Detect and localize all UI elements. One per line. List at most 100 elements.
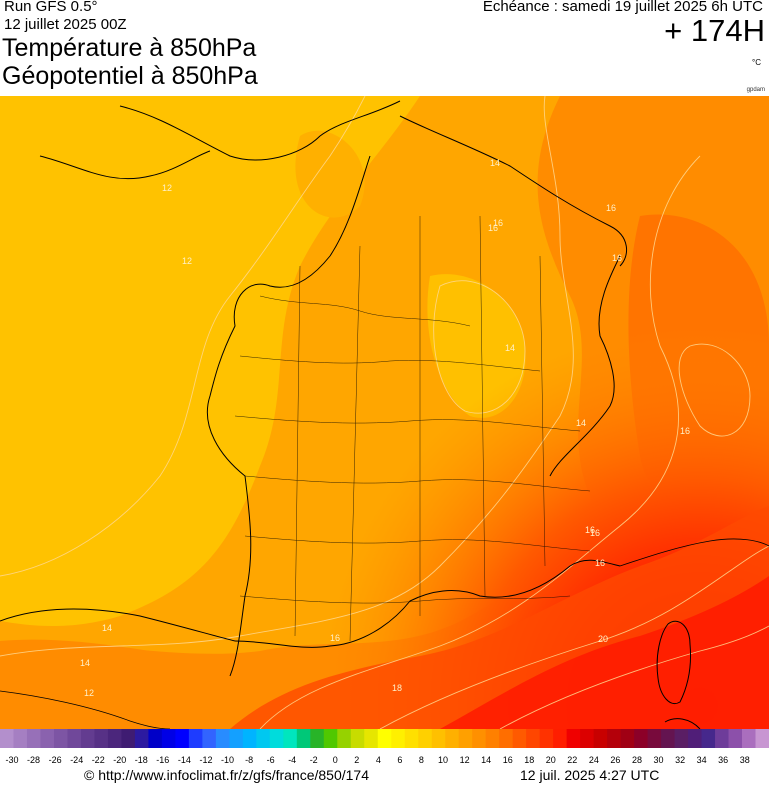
scale-tick-label: -14 xyxy=(178,755,191,765)
scale-swatch xyxy=(256,729,271,748)
scale-swatch xyxy=(539,729,554,748)
scale-tick-label: 26 xyxy=(610,755,620,765)
scale-swatch xyxy=(364,729,379,748)
scale-swatch xyxy=(161,729,176,748)
scale-swatch xyxy=(512,729,527,748)
scale-swatch xyxy=(634,729,649,748)
scale-swatch xyxy=(188,729,203,748)
scale-swatch xyxy=(229,729,244,748)
scale-swatch xyxy=(404,729,419,748)
scale-swatch xyxy=(607,729,622,748)
scale-tick-label: -2 xyxy=(310,755,318,765)
scale-swatch xyxy=(310,729,325,748)
scale-swatch xyxy=(53,729,68,748)
scale-tick-label: -28 xyxy=(27,755,40,765)
isotherm-label: 14 xyxy=(102,623,112,633)
isotherm-label: 20 xyxy=(598,634,608,644)
isotherm-label: 16 xyxy=(330,633,340,643)
scale-tick-label: 22 xyxy=(567,755,577,765)
scale-tick-label: 18 xyxy=(524,755,534,765)
scale-tick-label: 16 xyxy=(503,755,513,765)
scale-swatch xyxy=(553,729,568,748)
scale-swatch xyxy=(499,729,514,748)
scale-swatch xyxy=(593,729,608,748)
source-url: © http://www.infoclimat.fr/z/gfs/france/… xyxy=(84,767,369,783)
scale-swatch xyxy=(296,729,311,748)
scale-swatch xyxy=(94,729,109,748)
scale-tick-label: -16 xyxy=(156,755,169,765)
scale-swatch xyxy=(107,729,122,748)
isotherm-label: 18 xyxy=(392,683,402,693)
scale-swatch xyxy=(674,729,689,748)
isotherm-label: 12 xyxy=(84,688,94,698)
scale-tick-label: 12 xyxy=(460,755,470,765)
corsica xyxy=(656,620,691,704)
scale-tick-label: -10 xyxy=(221,755,234,765)
scale-swatch xyxy=(175,729,190,748)
scale-swatch xyxy=(431,729,446,748)
scale-swatch xyxy=(215,729,230,748)
unit-label: °C xyxy=(752,58,761,67)
scale-swatch xyxy=(472,729,487,748)
scale-swatch xyxy=(661,729,676,748)
scale-swatch xyxy=(134,729,149,748)
map-title-temperature: Température à 850hPa xyxy=(2,34,257,62)
scale-swatch xyxy=(485,729,500,748)
scale-tick-label: 8 xyxy=(419,755,424,765)
isotherm-label: 12 xyxy=(182,256,192,266)
scale-tick-label: -6 xyxy=(267,755,275,765)
scale-swatch xyxy=(269,729,284,748)
scale-swatch xyxy=(458,729,473,748)
scale-tick-label: -24 xyxy=(70,755,83,765)
scale-swatch xyxy=(337,729,352,748)
run-date: 12 juillet 2025 00Z xyxy=(4,16,127,33)
scale-swatch xyxy=(620,729,635,748)
scale-swatch xyxy=(742,729,757,748)
isotherm-label: 16 xyxy=(590,528,600,538)
field-16-sw xyxy=(0,639,300,729)
isotherm-label: 16 xyxy=(585,525,595,535)
scale-tick-label: -12 xyxy=(199,755,212,765)
scale-swatch xyxy=(580,729,595,748)
isotherm-label: 16 xyxy=(680,426,690,436)
scale-tick-label: 4 xyxy=(376,755,381,765)
scale-swatch xyxy=(202,729,217,748)
scale-swatch xyxy=(80,729,95,748)
scale-tick-label: -20 xyxy=(113,755,126,765)
isotherm-label: 14 xyxy=(80,658,90,668)
scale-swatch xyxy=(323,729,338,748)
temperature-color-scale: -30 -28 -26 -24 -22 -20 -18 -16 -14 -12 -10 -8 -6 -4-… xyxy=(0,729,769,765)
scale-tick-label: 0 xyxy=(333,755,338,765)
scale-tick-label: 2 xyxy=(354,755,359,765)
isotherm-label: 14 xyxy=(576,418,586,428)
scale-tick-label: 24 xyxy=(589,755,599,765)
isotherm-label: 16 xyxy=(612,253,622,263)
isotherm-label: 16 xyxy=(488,223,498,233)
scale-swatch xyxy=(283,729,298,748)
scale-tick-label: 20 xyxy=(546,755,556,765)
scale-swatch xyxy=(418,729,433,748)
scale-tick-label: -18 xyxy=(135,755,148,765)
isotherm-label: 12 xyxy=(162,183,172,193)
scale-swatch xyxy=(350,729,365,748)
field-20-south xyxy=(440,576,769,729)
scale-swatch xyxy=(40,729,55,748)
isotherm-label: 16 xyxy=(493,218,503,228)
scale-swatch xyxy=(566,729,581,748)
isotherm-label: 14 xyxy=(505,343,515,353)
isotherm-label: 16 xyxy=(595,558,605,568)
scale-swatch xyxy=(526,729,541,748)
scale-swatch xyxy=(0,729,14,748)
scale-tick-label: 32 xyxy=(675,755,685,765)
scale-swatch xyxy=(242,729,257,748)
scale-tick-label: 36 xyxy=(718,755,728,765)
scale-tick-label: -22 xyxy=(92,755,105,765)
scale-tick-label: 10 xyxy=(438,755,448,765)
scale-swatch xyxy=(701,729,716,748)
scale-tick-label: 6 xyxy=(397,755,402,765)
scale-tick-label: -30 xyxy=(5,755,18,765)
scale-swatch xyxy=(755,729,769,748)
scale-tick-label: 34 xyxy=(697,755,707,765)
scale-swatch xyxy=(391,729,406,748)
